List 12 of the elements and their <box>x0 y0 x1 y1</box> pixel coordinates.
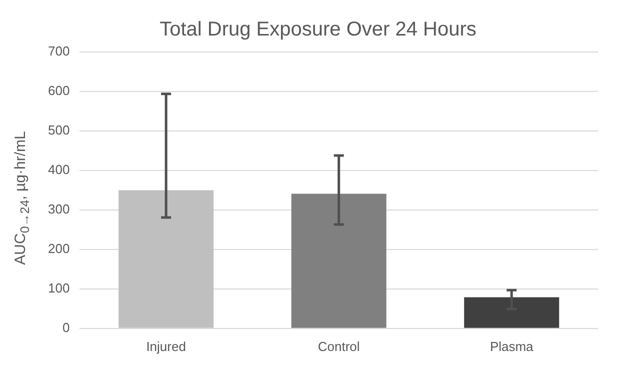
x-tick-label: Plasma <box>490 338 534 354</box>
chart-title: Total Drug Exposure Over 24 Hours <box>160 18 476 41</box>
y-tick-label: 100 <box>48 280 70 296</box>
y-tick-label: 700 <box>48 44 70 59</box>
y-tick-label: 0 <box>62 320 70 335</box>
y-tick-label: 200 <box>48 241 70 256</box>
y-tick-label: 300 <box>48 202 70 217</box>
y-tick-label: 400 <box>48 162 70 178</box>
y-tick-label: 600 <box>48 83 70 98</box>
x-tick-label: Control <box>318 338 360 354</box>
y-tick-label: 500 <box>48 122 70 138</box>
x-tick-label: Injured <box>146 338 186 354</box>
